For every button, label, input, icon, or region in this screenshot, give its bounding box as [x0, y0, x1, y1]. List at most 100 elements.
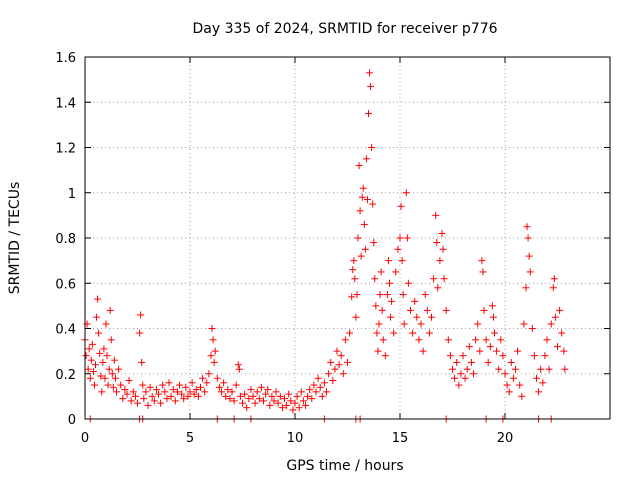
- data-point: [188, 379, 196, 387]
- data-point: [295, 404, 303, 412]
- x-tick-label: 5: [186, 431, 194, 446]
- x-tick-label: 20: [497, 431, 514, 446]
- data-point: [260, 397, 267, 405]
- data-point: [503, 381, 511, 389]
- data-point: [396, 234, 404, 242]
- data-point: [368, 144, 376, 151]
- data-point: [438, 229, 446, 237]
- data-point: [399, 291, 407, 299]
- data-point: [205, 370, 213, 378]
- data-point: [423, 306, 431, 314]
- data-point: [339, 370, 347, 378]
- data-point: [524, 234, 532, 242]
- data-point: [88, 340, 96, 348]
- data-point: [253, 388, 261, 396]
- y-tick-label: 0.6: [55, 277, 76, 292]
- data-point: [467, 358, 475, 366]
- y-tick-label: 1.4: [55, 96, 76, 111]
- data-point: [419, 347, 427, 355]
- data-point: [327, 358, 335, 366]
- data-point: [176, 381, 183, 389]
- data-point: [105, 365, 113, 373]
- data-point: [375, 320, 383, 328]
- data-point: [264, 386, 272, 394]
- data-point: [94, 295, 102, 303]
- data-point: [235, 365, 243, 373]
- data-point: [337, 352, 345, 360]
- data-series: [81, 69, 569, 423]
- data-point: [291, 399, 299, 407]
- data-point: [281, 395, 288, 403]
- data-point: [480, 306, 488, 314]
- data-point: [402, 189, 410, 197]
- data-point: [268, 392, 276, 400]
- data-point: [257, 383, 265, 391]
- data-point: [100, 345, 108, 353]
- data-point: [194, 392, 202, 400]
- data-point: [381, 352, 389, 360]
- data-point: [507, 358, 515, 366]
- data-point: [247, 386, 255, 394]
- data-point: [543, 336, 551, 344]
- data-point: [266, 401, 274, 409]
- data-point: [318, 392, 326, 400]
- data-point: [251, 399, 259, 407]
- data-point: [379, 336, 387, 344]
- data-point: [138, 358, 146, 366]
- data-point: [203, 379, 211, 387]
- data-point: [103, 352, 111, 360]
- data-point: [220, 379, 228, 387]
- x-tick-label: 15: [392, 431, 409, 446]
- data-point: [539, 379, 547, 387]
- data-point: [558, 329, 566, 337]
- data-point: [486, 343, 494, 351]
- data-point: [376, 291, 384, 299]
- data-point: [354, 234, 362, 242]
- data-point: [358, 193, 366, 201]
- data-point: [270, 397, 278, 405]
- data-point: [192, 386, 200, 394]
- data-point: [350, 257, 358, 265]
- data-point: [218, 388, 225, 396]
- data-point: [142, 388, 150, 396]
- data-point: [283, 401, 291, 409]
- data-point: [520, 320, 528, 328]
- data-point: [180, 395, 188, 403]
- data-point: [255, 395, 263, 403]
- data-point: [243, 404, 251, 412]
- data-point: [190, 390, 198, 398]
- data-point: [501, 370, 509, 378]
- data-point: [522, 284, 530, 292]
- data-point: [561, 365, 569, 373]
- data-point: [85, 345, 93, 353]
- data-point: [304, 392, 312, 400]
- data-point: [455, 381, 463, 389]
- data-point: [547, 320, 555, 328]
- data-point: [549, 284, 557, 292]
- data-point: [108, 370, 116, 378]
- data-point: [117, 381, 125, 389]
- data-point: [436, 257, 444, 265]
- data-point: [325, 370, 333, 378]
- data-point: [299, 397, 307, 405]
- data-point: [461, 374, 469, 382]
- data-point: [115, 365, 123, 373]
- data-point: [276, 392, 284, 400]
- data-point: [439, 245, 447, 253]
- data-point: [541, 352, 549, 360]
- data-point: [442, 306, 450, 314]
- data-point: [119, 395, 127, 403]
- data-point: [341, 336, 349, 344]
- data-point: [197, 383, 204, 391]
- data-point: [184, 392, 192, 400]
- data-point: [463, 365, 471, 373]
- data-point: [537, 365, 545, 373]
- data-point: [394, 245, 402, 253]
- data-point: [222, 392, 230, 400]
- data-point: [355, 162, 363, 170]
- data-point: [499, 352, 507, 360]
- data-point: [148, 392, 156, 400]
- data-point: [320, 379, 328, 387]
- data-point: [131, 392, 139, 400]
- data-point: [457, 370, 465, 378]
